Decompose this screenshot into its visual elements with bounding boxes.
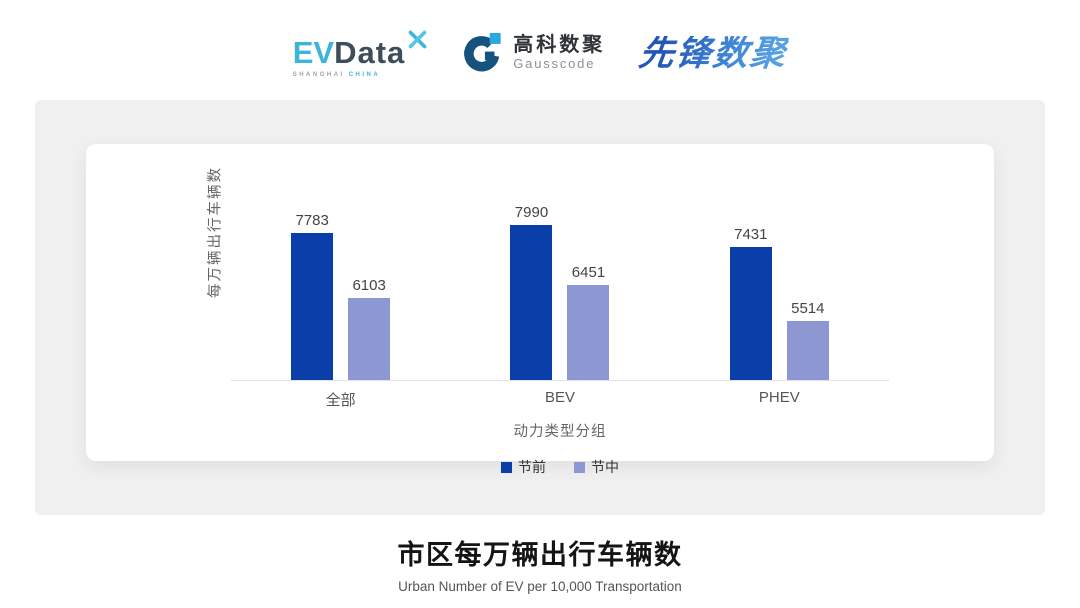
bar-group: 7990 6451 [510,204,610,380]
bar [348,298,391,380]
bar-column: 7990 [510,204,553,380]
pioneer-wordmark: 先锋数聚 [636,33,790,73]
plot-area: 7783 6103 7990 6451 7431 5514 [231,174,889,381]
evdata-tagline-right: CHINA [348,71,381,78]
legend-swatch [501,461,512,473]
legend-item: 节中 [574,457,619,477]
gausscode-name-en: Gausscode [513,56,596,72]
legend-label: 节中 [591,459,619,475]
evdata-ev-text: EV [292,34,335,70]
bar [510,225,553,380]
bar-value-label: 7431 [734,226,768,243]
legend-swatch [574,461,585,473]
category-labels: 全部 BEV PHEV [231,389,889,410]
bar-group: 7783 6103 [291,212,391,380]
legend: 节前 节中 [231,457,889,477]
bar-column: 7783 [291,212,334,380]
evdata-data-text: Data [334,34,406,70]
footer: 市区每万辆出行车辆数 Urban Number of EV per 10,000… [0,533,1080,594]
x-axis-label: 动力类型分组 [513,424,607,440]
chart-title: 市区每万辆出行车辆数 [397,540,683,570]
evdata-tagline: SHANGHAI CHINA [293,72,381,78]
category-label: PHEV [758,389,800,406]
gausscode-g-icon [464,32,501,72]
category-label: 全部 [325,392,356,409]
category-label: BEV [544,389,575,406]
bar-value-label: 7990 [514,204,549,221]
bar-value-label: 6451 [571,264,606,281]
chart-panel: 每万辆出行车辆数 7783 6103 7990 6451 7431 5514 全部 BEV P… [35,100,1045,515]
pioneer-logo: 先锋数聚 [636,33,790,73]
bar [729,247,772,380]
chart-card: 每万辆出行车辆数 7783 6103 7990 6451 7431 5514 全部 BEV P… [86,144,994,475]
bar-column: 6451 [567,264,610,380]
gausscode-name-cn: 高科数聚 [513,34,606,57]
legend-item: 节前 [501,457,546,477]
bar-column: 6103 [348,277,391,380]
evdata-x-star-icon [408,30,427,48]
bar-value-label: 5514 [791,300,825,317]
gausscode-logo: 高科数聚 Gausscode [462,31,605,75]
bar-value-label: 7783 [295,212,329,229]
y-axis-label: 每万辆出行车辆数 [207,166,224,298]
bar-column: 5514 [786,300,829,380]
bar-value-label: 6103 [352,277,386,294]
chart-subtitle: Urban Number of EV per 10,000 Transporta… [398,579,682,594]
bar [786,321,829,380]
bar [291,233,334,380]
legend-label: 节前 [518,459,546,475]
evdata-tagline-left: SHANGHAI [292,71,345,78]
bar [567,285,610,380]
evdata-logo: EV Data SHANGHAI CHINA [293,29,429,78]
header-logos: EV Data SHANGHAI CHINA 高科数聚 Gausscode [0,0,1080,100]
evdata-wordmark: EV Data [293,29,429,68]
gausscode-text: 高科数聚 Gausscode [513,34,605,72]
bar-group: 7431 5514 [729,226,829,380]
bar-column: 7431 [729,226,772,380]
